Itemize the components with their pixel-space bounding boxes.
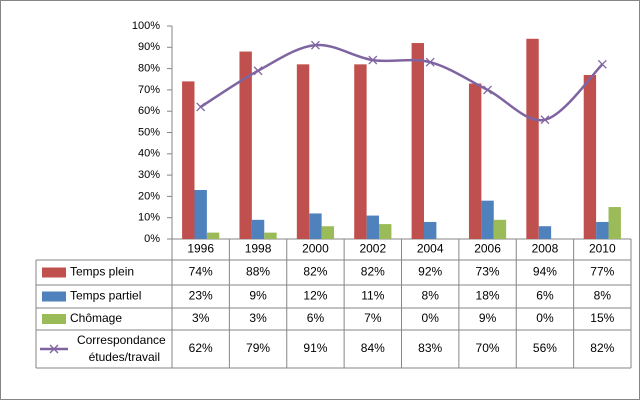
bar	[296, 64, 310, 239]
marker-stroke	[597, 59, 607, 69]
table-value: 9%	[249, 289, 267, 303]
marker	[253, 66, 263, 76]
marker	[425, 57, 435, 67]
table-value: 70%	[476, 341, 500, 355]
bar	[468, 83, 482, 239]
bar	[379, 224, 392, 239]
y-tick-label: 0%	[144, 233, 160, 245]
bar	[354, 64, 367, 239]
bar	[423, 221, 437, 239]
table-value: 9%	[479, 311, 497, 325]
x-tick-label: 2008	[532, 242, 559, 256]
table-value: 15%	[590, 311, 614, 325]
x-tick-label: 2006	[474, 242, 501, 256]
marker-stroke	[310, 40, 320, 50]
marker-stroke	[540, 115, 550, 125]
y-tick-label: 90%	[138, 41, 160, 53]
bar	[481, 200, 494, 239]
bar	[206, 232, 220, 239]
bar	[239, 51, 252, 240]
bar	[493, 219, 507, 239]
y-tick-label: 30%	[138, 169, 160, 181]
table-value: 23%	[189, 289, 213, 303]
table-value: 82%	[303, 265, 327, 279]
table-value: 79%	[246, 341, 270, 355]
table-value: 3%	[192, 311, 210, 325]
bar	[583, 74, 597, 240]
table-value: 94%	[533, 265, 557, 279]
table-value: 8%	[594, 289, 612, 303]
bar	[309, 213, 322, 239]
bar	[538, 226, 552, 239]
bar	[264, 232, 277, 239]
marker	[483, 85, 493, 95]
y-tick-label: 10%	[138, 212, 160, 224]
bar	[526, 38, 539, 239]
y-tick-label: 60%	[138, 105, 160, 117]
table-value: 6%	[536, 289, 554, 303]
legend-key	[42, 314, 66, 324]
marker	[196, 102, 206, 112]
bar	[608, 207, 621, 239]
marker-stroke	[425, 57, 435, 67]
marker	[368, 55, 378, 65]
marker	[540, 115, 550, 125]
bar	[194, 190, 207, 239]
legend-key	[49, 344, 59, 354]
y-tick-label: 20%	[138, 190, 160, 202]
legend-key	[42, 291, 66, 302]
y-tick-label: 100%	[132, 20, 160, 32]
bar	[251, 219, 265, 239]
table-value: 0%	[536, 311, 554, 325]
x-tick-label: 2010	[589, 242, 616, 256]
table-value: 77%	[590, 265, 614, 279]
table-value: 91%	[303, 341, 327, 355]
table-value: 7%	[364, 311, 382, 325]
bar	[411, 43, 424, 239]
legend-label: Temps partiel	[70, 289, 141, 303]
table-value: 6%	[307, 311, 325, 325]
marker	[597, 59, 607, 69]
x-tick-label: 2002	[359, 242, 386, 256]
table-value: 82%	[361, 265, 385, 279]
table-value: 88%	[246, 265, 270, 279]
table-value: 92%	[418, 265, 442, 279]
x-tick-label: 2000	[302, 242, 329, 256]
y-tick-label: 70%	[138, 84, 160, 96]
marker-stroke	[196, 102, 206, 112]
legend-label: Temps plein	[70, 265, 134, 279]
table-value: 73%	[476, 265, 500, 279]
marker-stroke	[253, 66, 263, 76]
marker	[310, 40, 320, 50]
y-tick-label: 80%	[138, 63, 160, 75]
table-value: 74%	[189, 265, 213, 279]
table-value: 62%	[189, 341, 213, 355]
x-tick-label: 1998	[245, 242, 272, 256]
table-value: 12%	[303, 289, 327, 303]
legend-label: Correspondance études/travail	[77, 333, 169, 364]
table-value: 8%	[422, 289, 440, 303]
bar	[596, 221, 609, 239]
table-value: 11%	[361, 289, 384, 303]
bar	[321, 226, 335, 239]
y-tick-label: 40%	[138, 148, 160, 160]
bar	[182, 81, 195, 239]
marker-stroke	[368, 55, 378, 65]
marker-stroke	[483, 85, 493, 95]
table-value: 3%	[249, 311, 267, 325]
table-value: 82%	[590, 341, 614, 355]
legend-key	[42, 267, 66, 278]
x-tick-label: 1996	[187, 242, 214, 256]
table-value: 83%	[418, 341, 442, 355]
table-value: 84%	[361, 341, 385, 355]
legend-label: Chômage	[70, 311, 122, 325]
table-value: 0%	[422, 311, 440, 325]
y-tick-label: 50%	[138, 126, 160, 138]
table-value: 18%	[476, 289, 500, 303]
table-value: 56%	[533, 341, 557, 355]
bar	[366, 215, 380, 239]
x-tick-label: 2004	[417, 242, 444, 256]
